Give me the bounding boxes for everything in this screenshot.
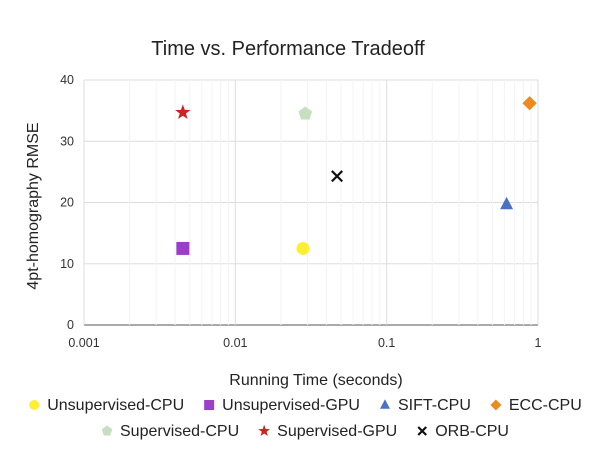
data-point bbox=[298, 106, 313, 120]
x-axis-label: Running Time (seconds) bbox=[229, 372, 402, 389]
x-tick-label: 0.001 bbox=[68, 336, 99, 350]
x-tick-label: 0.01 bbox=[223, 336, 247, 350]
grid bbox=[83, 79, 539, 326]
y-tick-label: 20 bbox=[60, 196, 74, 210]
legend-label: Supervised-CPU bbox=[120, 423, 239, 440]
y-axis-label: 4pt-homography RMSE bbox=[25, 122, 42, 289]
legend-label: ORB-CPU bbox=[435, 423, 509, 440]
legend-marker bbox=[258, 424, 271, 437]
data-point bbox=[331, 170, 344, 183]
legend: Unsupervised-CPU Unsupervised-GPU SIFT-CPU… bbox=[29, 397, 582, 440]
legend-label: SIFT-CPU bbox=[398, 397, 471, 414]
legend-label: ECC-CPU bbox=[509, 397, 582, 414]
data-point bbox=[522, 96, 537, 111]
legend-marker bbox=[379, 399, 390, 409]
y-tick-label: 0 bbox=[67, 318, 74, 332]
data-point bbox=[500, 196, 514, 210]
x-tick-label: 0.1 bbox=[378, 336, 395, 350]
legend-label: Supervised-GPU bbox=[277, 423, 397, 440]
y-tick-label: 10 bbox=[60, 257, 74, 271]
y-tick-label: 40 bbox=[60, 73, 74, 87]
y-tick-label: 30 bbox=[60, 134, 74, 148]
chart-title: Time vs. Performance Tradeoff bbox=[151, 38, 425, 60]
data-point bbox=[175, 104, 191, 120]
legend-marker bbox=[490, 399, 502, 411]
legend-marker bbox=[101, 425, 113, 436]
data-point bbox=[176, 241, 190, 255]
tick-labels: 0 10 20 30 40 0.001 0.01 0.1 1 bbox=[60, 73, 541, 350]
x-tick-label: 1 bbox=[535, 336, 542, 350]
legend-label: Unsupervised-CPU bbox=[47, 397, 184, 414]
data-points bbox=[175, 96, 537, 255]
legend-marker bbox=[29, 400, 40, 410]
data-point bbox=[296, 241, 310, 255]
legend-label: Unsupervised-GPU bbox=[222, 397, 360, 414]
legend-marker bbox=[204, 400, 215, 410]
legend-marker bbox=[417, 426, 427, 436]
